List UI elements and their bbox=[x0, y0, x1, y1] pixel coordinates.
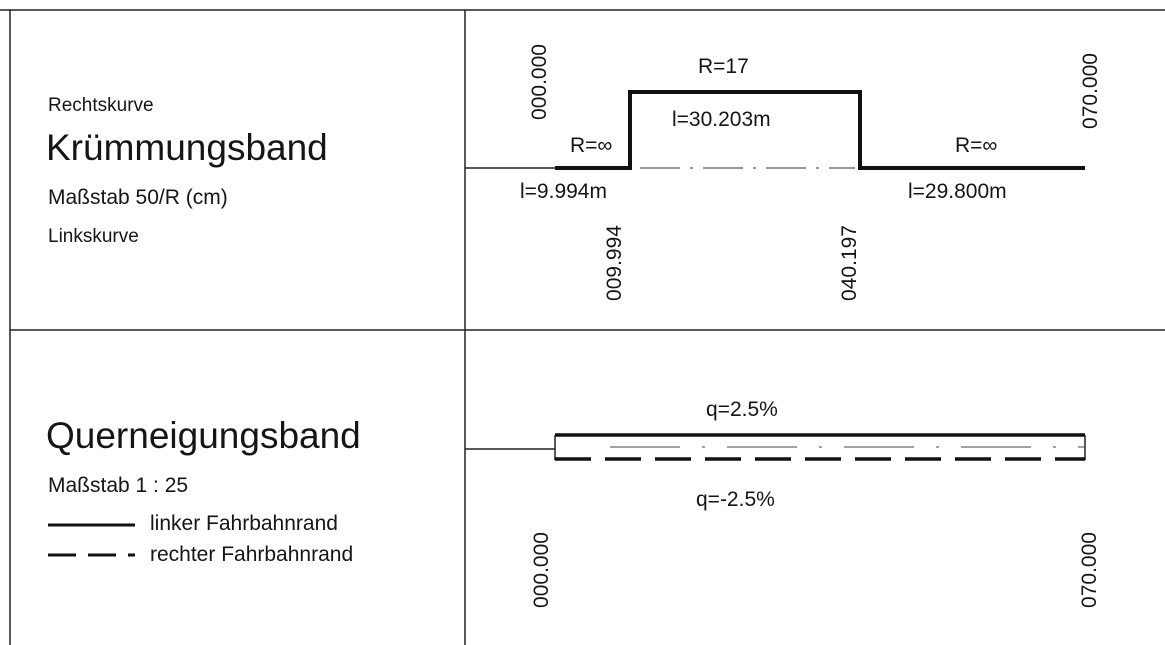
superelevation-station-start: 000.000 bbox=[529, 532, 553, 608]
left-edge-slope-label: q=2.5% bbox=[706, 398, 778, 421]
curvature-station-start: 000.000 bbox=[527, 44, 551, 120]
right-edge-slope-label: q=-2.5% bbox=[696, 488, 775, 511]
superelevation-station-end: 070.000 bbox=[1077, 532, 1101, 608]
segment-3-length-label: l=29.800m bbox=[908, 180, 1007, 203]
segment-3-radius-label: R=∞ bbox=[955, 134, 998, 157]
right-curve-label: Rechtskurve bbox=[48, 95, 154, 116]
segment-1-length-label: l=9.994m bbox=[520, 180, 607, 203]
curvature-station-pc: 009.994 bbox=[602, 225, 626, 301]
curvature-scale-label: Maßstab 50/R (cm) bbox=[48, 186, 228, 209]
left-curve-label: Linkskurve bbox=[48, 226, 139, 247]
legend-right-edge-label: rechter Fahrbahnrand bbox=[150, 543, 354, 566]
segment-2-radius-label: R=17 bbox=[698, 55, 749, 78]
legend-left-edge-label: linker Fahrbahnrand bbox=[150, 512, 338, 535]
curvature-band-line bbox=[555, 90, 1085, 170]
curvature-station-end: 070.000 bbox=[1078, 53, 1102, 129]
segment-2-length-label: l=30.203m bbox=[672, 108, 771, 131]
curvature-station-pt: 040.197 bbox=[837, 225, 861, 301]
segment-1-radius-label: R=∞ bbox=[570, 134, 613, 157]
superelevation-band-title: Querneigungsband bbox=[46, 415, 361, 456]
superelevation-scale-label: Maßstab 1 : 25 bbox=[48, 474, 189, 497]
curvature-band-title: Krümmungsband bbox=[46, 127, 328, 168]
